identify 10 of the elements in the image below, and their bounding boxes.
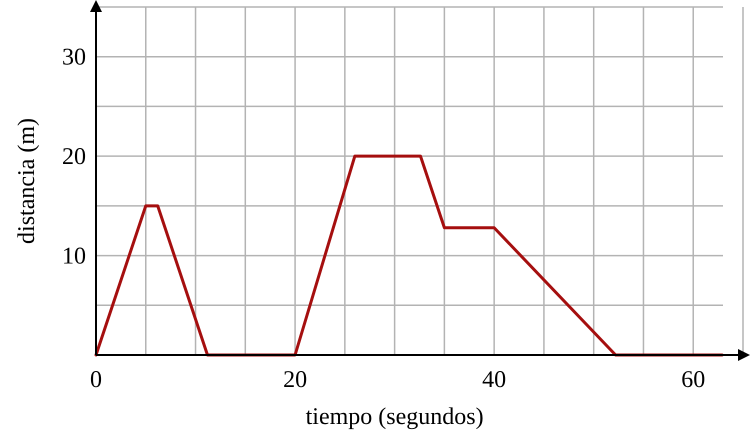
x-tick-label: 60 [681,367,706,393]
line-series [94,154,724,356]
y-tick-label: 10 [62,244,86,270]
y-tick-label: 20 [62,144,86,170]
x-axis-title: tiempo (segundos) [306,404,484,430]
y-tick-label: 30 [62,44,86,71]
y-axis-title: distancia (m) [14,118,40,244]
x-tick-label: 20 [283,367,308,393]
x-tick-label: 0 [90,367,102,393]
x-tick-label: 40 [482,367,506,393]
